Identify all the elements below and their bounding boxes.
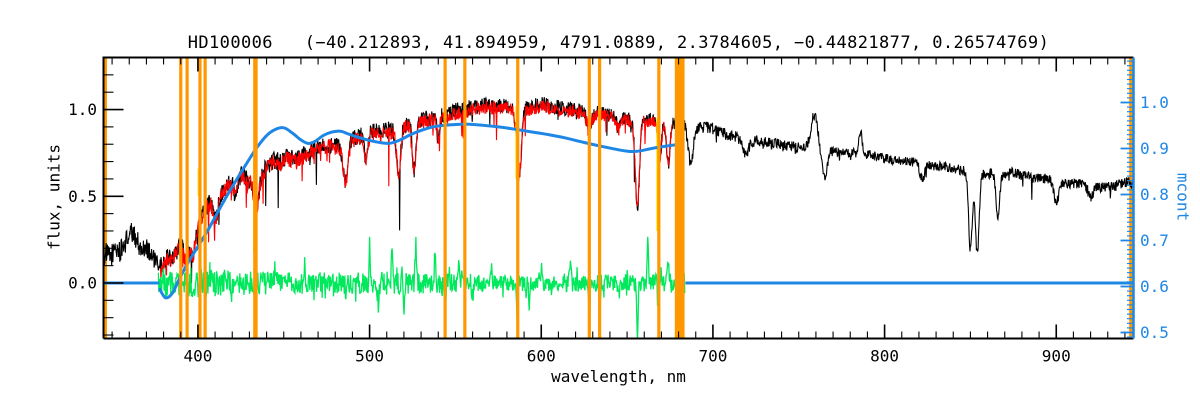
residual: [157, 234, 686, 340]
y-tick-label-right: 0.5: [1140, 323, 1169, 342]
x-tick-label: 500: [355, 347, 384, 366]
right-axis-mcont: 0.5 0.6 0.7 0.8 0.9 1.0: [1120, 57, 1169, 342]
x-axis-label: wavelength, nm: [551, 367, 686, 386]
y-tick-label-left: 0.5: [68, 187, 97, 206]
y-tick-label-right: 0.9: [1140, 139, 1169, 158]
y-axis-label-left: flux, units: [44, 144, 64, 250]
fitted-spectrum: [159, 99, 673, 280]
y-tick-label-left: 0.0: [68, 273, 97, 292]
mask-line-markers: [179, 57, 685, 339]
x-tick-label: 600: [527, 347, 556, 366]
x-tick-label: 700: [698, 347, 727, 366]
plot-title: HD100006 (−40.212893, 41.894959, 4791.08…: [187, 33, 1050, 53]
y-tick-label-right: 0.8: [1140, 185, 1169, 204]
axes: 400 500 600 700 800 900 0.0 0.5 1.0: [68, 56, 1134, 366]
mask-band-marker: [674, 57, 685, 339]
x-tick-label: 800: [870, 347, 899, 366]
y-axis-label-right: mcont: [1173, 172, 1193, 222]
x-tick-label: 400: [183, 347, 212, 366]
y-tick-label-right: 0.7: [1140, 231, 1169, 250]
y-tick-label-left: 1.0: [68, 100, 97, 119]
y-tick-label-right: 1.0: [1140, 93, 1169, 112]
x-tick-label: 900: [1042, 347, 1071, 366]
y-tick-label-right: 0.6: [1140, 277, 1169, 296]
